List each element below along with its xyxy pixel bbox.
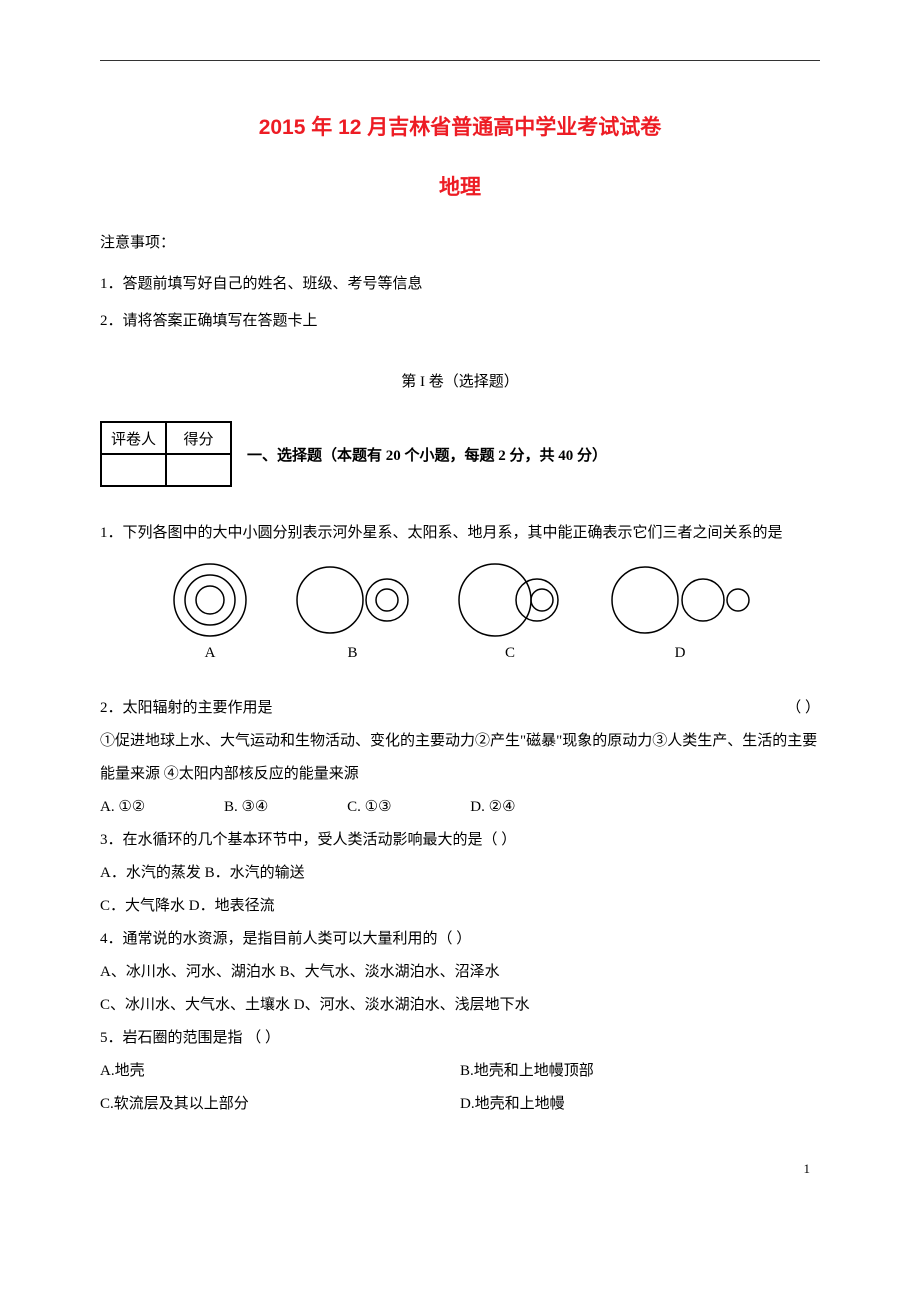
diagram-label-b: B: [347, 645, 357, 662]
mcq-section-title: 一、选择题（本题有 20 个小题，每题 2 分，共 40 分）: [247, 444, 607, 465]
q1-diagrams: A B C D: [100, 560, 820, 662]
score-cell: [166, 454, 231, 486]
q2-option-d: D. ②④: [470, 791, 515, 824]
separate-nested-icon: [295, 560, 410, 640]
q5-option-c: C.软流层及其以上部分: [100, 1088, 460, 1121]
q2-blank: （ ）: [786, 692, 820, 725]
q2-stem: ①促进地球上水、大气运动和生物活动、变化的主要动力②产生"磁暴"现象的原动力③人…: [100, 725, 820, 791]
section-header: 第 I 卷（选择题）: [100, 370, 820, 391]
q5-row2: C.软流层及其以上部分 D.地壳和上地幔: [100, 1088, 820, 1121]
q3-text: 3．在水循环的几个基本环节中，受人类活动影响最大的是（ ）: [100, 824, 820, 857]
q2-option-c: C. ①③: [347, 791, 391, 824]
q2-options: A. ①② B. ③④ C. ①③ D. ②④: [100, 791, 820, 824]
grader-score-table: 评卷人 得分: [100, 421, 232, 487]
exam-title: 2015 年 12 月吉林省普通高中学业考试试卷: [100, 111, 820, 141]
q4-line1: A、冰川水、河水、湖泊水 B、大气水、淡水湖泊水、沼泽水: [100, 956, 820, 989]
diagram-d: D: [610, 560, 750, 662]
diagram-c: C: [455, 560, 565, 662]
q2-text: 2．太阳辐射的主要作用是: [100, 692, 273, 725]
q4-text: 4．通常说的水资源，是指目前人类可以大量利用的（ ）: [100, 923, 820, 956]
concentric-circles-icon: [170, 560, 250, 640]
q5-text: 5．岩石圈的范围是指 （ ）: [100, 1022, 820, 1055]
q5-option-a: A.地壳: [100, 1055, 460, 1088]
q4-line2: C、冰川水、大气水、土壤水 D、河水、淡水湖泊水、浅层地下水: [100, 989, 820, 1022]
q2-text-row: 2．太阳辐射的主要作用是 （ ）: [100, 692, 820, 725]
diagram-a: A: [170, 560, 250, 662]
diagram-label-d: D: [675, 645, 686, 662]
diagram-label-a: A: [205, 645, 216, 662]
page-top-border: [100, 60, 820, 61]
diagram-b: B: [295, 560, 410, 662]
q1-text: 1．下列各图中的大中小圆分别表示河外星系、太阳系、地月系，其中能正确表示它们三者…: [100, 517, 820, 550]
notice-item-1: 1．答题前填写好自己的姓名、班级、考号等信息: [100, 272, 820, 293]
q2-option-a: A. ①②: [100, 791, 145, 824]
section-title-row: 评卷人 得分 一、选择题（本题有 20 个小题，每题 2 分，共 40 分）: [100, 421, 820, 487]
q5-option-b: B.地壳和上地幔顶部: [460, 1055, 820, 1088]
diagram-label-c: C: [505, 645, 515, 662]
subject-title: 地理: [100, 171, 820, 201]
page-number: 1: [100, 1161, 820, 1177]
q2-option-b: B. ③④: [224, 791, 268, 824]
grader-cell: [101, 454, 166, 486]
q3-line2: C．大气降水 D．地表径流: [100, 890, 820, 923]
q3-line1: A．水汽的蒸发 B．水汽的输送: [100, 857, 820, 890]
notice-item-2: 2．请将答案正确填写在答题卡上: [100, 309, 820, 330]
score-label: 得分: [166, 422, 231, 454]
overlapping-circles-icon: [455, 560, 565, 640]
three-separate-icon: [610, 560, 750, 640]
q5-option-d: D.地壳和上地幔: [460, 1088, 820, 1121]
notice-label: 注意事项：: [100, 231, 820, 252]
grader-label: 评卷人: [101, 422, 166, 454]
q5-row1: A.地壳 B.地壳和上地幔顶部: [100, 1055, 820, 1088]
